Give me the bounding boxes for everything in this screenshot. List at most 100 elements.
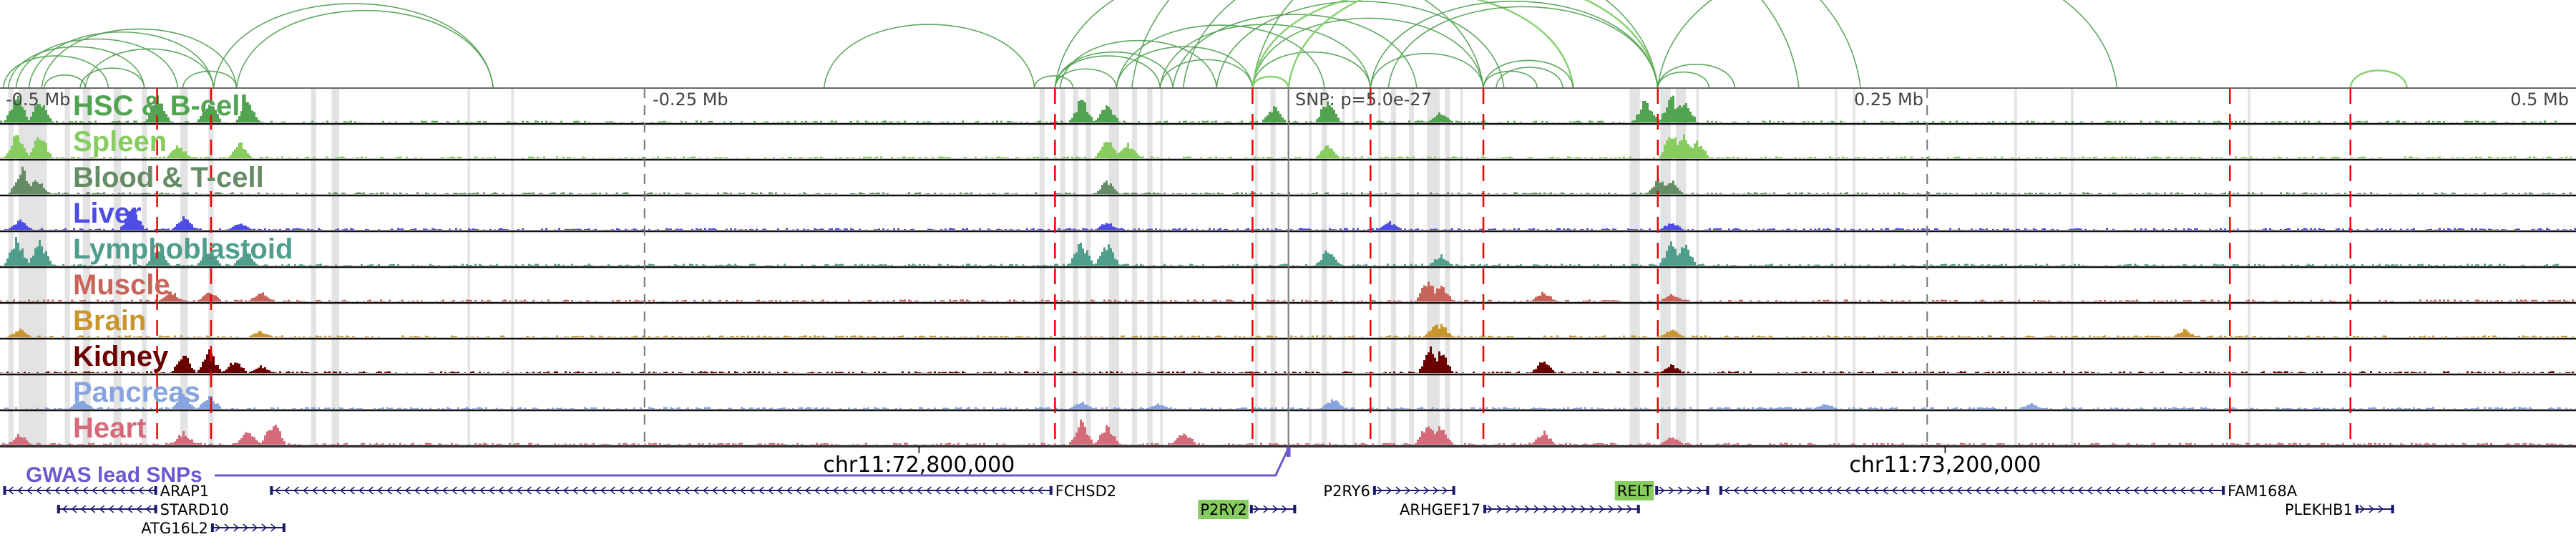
strand-arrow (1608, 505, 1614, 513)
gene-exon (210, 523, 214, 532)
strand-arrow (442, 486, 448, 495)
gene-exon (154, 486, 157, 495)
strand-arrow (1901, 486, 1907, 495)
strand-arrow (2087, 486, 2093, 495)
strand-arrow (1028, 486, 1034, 495)
loop-arc (1216, 1, 1505, 88)
strand-arrow (1377, 486, 1383, 495)
strand-arrow (470, 486, 476, 495)
strand-arrow (833, 486, 839, 495)
strand-arrow (545, 486, 550, 495)
strand-arrow (656, 486, 662, 495)
strand-arrow (312, 486, 318, 495)
loop-arc (1172, 14, 1418, 88)
strand-arrow (572, 486, 578, 495)
strand-arrow (127, 505, 133, 513)
strand-arrow (1433, 486, 1439, 495)
strand-arrow (1994, 486, 2000, 495)
loop-arc (7, 46, 145, 88)
loop-arc (2, 55, 109, 88)
strand-arrow (2114, 486, 2121, 495)
strand-arrow (628, 486, 634, 495)
loop-arc (1054, 0, 1484, 88)
strand-arrow (731, 486, 736, 495)
strand-arrow (1854, 486, 1860, 495)
axis-labels: -0.5 Mb -0.25 Mb SNP: p=5.0e-27 0.25 Mb … (6, 90, 2569, 110)
strand-arrow (424, 486, 429, 495)
strand-arrow (303, 486, 308, 495)
strand-arrow (1826, 486, 1833, 495)
strand-arrow (2152, 486, 2158, 495)
gene-exon (282, 523, 286, 532)
strand-arrow (600, 486, 606, 495)
strand-arrow (554, 486, 560, 495)
strand-arrow (461, 486, 467, 495)
strand-arrow (1515, 505, 1521, 513)
strand-arrow (1506, 505, 1512, 513)
strand-arrow (80, 505, 87, 513)
loop-arc (1054, 52, 1174, 88)
strand-arrow (2124, 486, 2130, 495)
strand-arrow (870, 486, 876, 495)
strand-arrow (1696, 486, 1702, 495)
loop-arc (1033, 75, 1074, 88)
strand-arrow (293, 486, 299, 495)
strand-arrow (1984, 486, 1991, 495)
strand-arrow (1798, 486, 1805, 495)
strand-arrow (1442, 486, 1448, 495)
strand-arrow (2031, 486, 2037, 495)
track-label: Muscle (73, 269, 170, 301)
strand-arrow (1386, 486, 1392, 495)
gene-label: ARAP1 (160, 483, 210, 500)
track-label: Pancreas (73, 377, 200, 408)
strand-arrow (1282, 505, 1287, 513)
strand-arrow (54, 486, 60, 495)
strand-arrow (224, 523, 230, 532)
strand-arrow (62, 505, 68, 513)
track-label: Liver (73, 198, 142, 229)
strand-arrow (591, 486, 597, 495)
strand-arrow (1947, 486, 1953, 495)
strand-arrow (526, 486, 532, 495)
strand-arrow (517, 486, 522, 495)
strand-arrow (1533, 505, 1540, 513)
strand-arrow (396, 486, 401, 495)
strand-arrow (2096, 486, 2102, 495)
track-label: Heart (73, 412, 146, 444)
strand-arrow (1038, 486, 1043, 495)
gene-exon (270, 486, 273, 495)
strand-arrow (1910, 486, 1916, 495)
loop-arc (79, 67, 145, 88)
loop-arc (1059, 39, 1217, 88)
strand-arrow (768, 486, 774, 495)
loop-arc (1252, 0, 1574, 88)
strand-arrow (898, 486, 904, 495)
signal-9 (0, 419, 2576, 445)
strand-arrow (1010, 486, 1015, 495)
strand-arrow (1405, 486, 1411, 495)
strand-arrow (331, 486, 336, 495)
strand-arrow (796, 486, 801, 495)
strand-arrow (2077, 486, 2084, 495)
gene-exon (154, 505, 157, 513)
strand-arrow (824, 486, 829, 495)
axis-label-left-mid: -0.25 Mb (653, 90, 728, 110)
strand-arrow (1770, 486, 1777, 495)
gwas-track-label: GWAS lead SNPs (26, 463, 203, 487)
loop-arc (1252, 75, 1289, 88)
strand-arrow (2105, 486, 2112, 495)
strand-arrow (861, 486, 867, 495)
strand-arrow (8, 486, 14, 495)
strand-arrow (693, 486, 699, 495)
strand-arrow (2049, 486, 2056, 495)
strand-arrow (2133, 486, 2140, 495)
strand-arrow (321, 486, 327, 495)
strand-arrow (1835, 486, 1842, 495)
snp-lines (156, 88, 2352, 446)
strand-arrow (71, 505, 77, 513)
strand-arrow (991, 486, 997, 495)
strand-arrow (89, 505, 96, 513)
strand-arrow (386, 486, 392, 495)
loop-arc (41, 28, 238, 88)
